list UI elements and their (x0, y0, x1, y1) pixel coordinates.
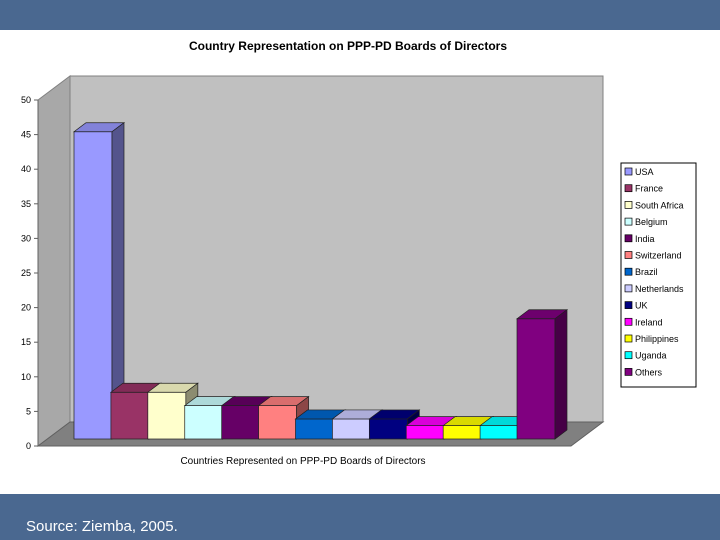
legend-label: Netherlands (635, 284, 684, 294)
chart-title: Country Representation on PPP-PD Boards … (189, 39, 507, 53)
legend-label: India (635, 234, 655, 244)
legend-swatch (624, 201, 633, 209)
legend-item: France (624, 184, 663, 194)
y-tick-label: 30 (21, 233, 31, 243)
bar-front (332, 418, 371, 440)
bar-front (295, 418, 334, 440)
y-tick-label: 25 (21, 268, 31, 278)
y-tick-label: 0 (26, 441, 31, 451)
legend-item: South Africa (624, 200, 684, 210)
bar-usa (72, 122, 126, 440)
bar-front (147, 391, 187, 440)
legend-item: Others (624, 367, 663, 377)
legend-swatch (624, 317, 633, 326)
legend-label: UK (635, 301, 648, 311)
legend-label: Others (635, 367, 663, 377)
legend-swatch (624, 267, 633, 276)
y-tick-label: 50 (21, 95, 31, 105)
x-axis-label: Countries Represented on PPP-PD Boards o… (180, 456, 425, 467)
legend-item: India (624, 234, 655, 244)
legend-item: Belgium (624, 217, 668, 227)
legend-label: USA (635, 167, 654, 177)
y-tick-label: 10 (21, 372, 31, 382)
legend-label: Ireland (635, 317, 663, 327)
legend-label: France (635, 184, 663, 194)
bar-front (442, 425, 482, 440)
legend-swatch (624, 251, 633, 259)
y-tick-label: 35 (21, 199, 31, 209)
legend-swatch (624, 368, 633, 376)
legend-box (620, 162, 697, 388)
bar-front (516, 318, 556, 440)
chart: Country Representation on PPP-PD Boards … (21, 39, 697, 467)
plot-side-wall (37, 75, 71, 447)
legend-item: Philippines (624, 334, 679, 344)
legend-item: Netherlands (624, 284, 684, 294)
y-tick-label: 20 (21, 303, 31, 313)
legend-item: USA (624, 167, 654, 177)
legend-item: Ireland (624, 317, 663, 327)
bar-front (184, 405, 224, 440)
source-citation: Source: Ziemba, 2005. (26, 518, 178, 535)
legend-swatch (624, 234, 633, 243)
legend-label: Switzerland (635, 251, 682, 261)
legend-swatch (624, 167, 633, 176)
legend-label: Brazil (635, 267, 658, 277)
legend-label: Belgium (635, 217, 668, 227)
bar-front (221, 405, 261, 440)
legend-item: Switzerland (624, 251, 682, 261)
legend-swatch (624, 184, 633, 193)
bar-others (515, 309, 569, 440)
bar-front (479, 425, 519, 440)
legend-item: Uganda (624, 351, 667, 361)
bar-side (554, 309, 568, 440)
bar-front (405, 425, 445, 440)
legend-label: Philippines (635, 334, 679, 344)
bar-front (73, 131, 113, 440)
legend-swatch (624, 351, 633, 360)
slide-header-bar (0, 0, 720, 30)
y-axis: 0 5 10 15 20 25 30 35 40 45 50 (21, 95, 39, 451)
y-tick-label: 5 (26, 406, 31, 416)
legend-swatch (624, 217, 633, 226)
legend-label: South Africa (635, 200, 684, 210)
bars (72, 122, 569, 440)
legend-item: UK (624, 301, 648, 311)
legend-swatch (624, 301, 633, 309)
bar-india (220, 395, 273, 440)
y-tick-label: 45 (21, 130, 31, 140)
legend-swatch (624, 284, 633, 293)
bar-front (368, 418, 408, 440)
y-tick-label: 15 (21, 337, 31, 347)
legend-label: Uganda (635, 351, 667, 361)
legend-item: Brazil (624, 267, 658, 277)
y-tick-label: 40 (21, 164, 31, 174)
legend-swatch (624, 334, 633, 343)
legend: USA France South Africa Belgium India Switzer… (620, 162, 697, 388)
bar-front (110, 391, 150, 440)
bar-front (258, 405, 297, 440)
slide-footer-bar (0, 494, 720, 540)
